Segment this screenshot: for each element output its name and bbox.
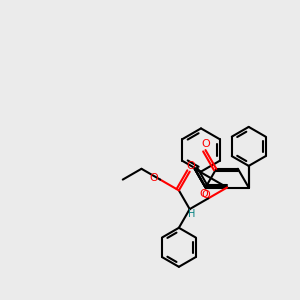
Text: O: O [201, 190, 210, 200]
Text: O: O [150, 173, 159, 183]
Text: O: O [200, 189, 208, 199]
Text: O: O [201, 139, 210, 149]
Text: H: H [188, 208, 195, 219]
Text: O: O [187, 161, 196, 171]
